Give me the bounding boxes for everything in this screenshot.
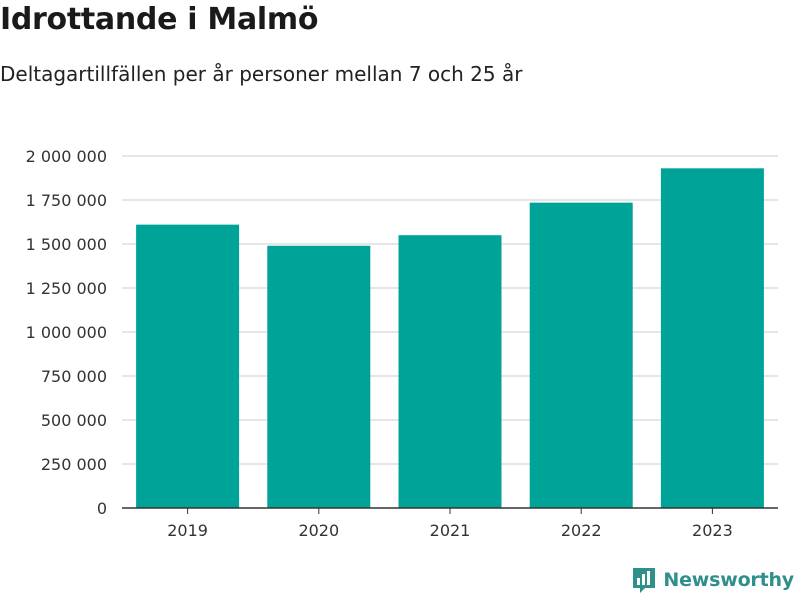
bar-2021 bbox=[398, 235, 502, 508]
chart-title: Idrottande i Malmö bbox=[0, 2, 319, 37]
x-tick-label: 2021 bbox=[430, 521, 471, 540]
y-tick-label: 1 500 000 bbox=[26, 235, 107, 254]
x-axis: 2019 2020 2021 2022 2023 bbox=[122, 507, 778, 540]
brand-logo: Newsworthy bbox=[631, 566, 794, 594]
y-tick-label: 750 000 bbox=[41, 367, 107, 386]
chart-logo-icon bbox=[633, 568, 656, 593]
y-axis: 0 250 000 500 000 750 000 1 000 000 1 250 000… bbox=[26, 147, 107, 518]
bar-2019 bbox=[136, 224, 240, 508]
y-tick-label: 1 750 000 bbox=[26, 191, 107, 210]
x-tick-label: 2019 bbox=[167, 521, 208, 540]
bars bbox=[136, 168, 764, 508]
bar-2020 bbox=[267, 245, 371, 508]
y-tick-label: 250 000 bbox=[41, 455, 107, 474]
x-tick-label: 2023 bbox=[692, 521, 733, 540]
y-tick-label: 0 bbox=[97, 499, 107, 518]
x-tick-label: 2020 bbox=[298, 521, 339, 540]
chart-subtitle: Deltagartillfällen per år personer mella… bbox=[0, 62, 523, 86]
y-tick-label: 2 000 000 bbox=[26, 147, 107, 166]
x-tick-label: 2022 bbox=[561, 521, 602, 540]
bar-2023 bbox=[660, 168, 764, 508]
bar-2022 bbox=[529, 202, 633, 508]
y-tick-label: 1 000 000 bbox=[26, 323, 107, 342]
y-tick-label: 500 000 bbox=[41, 411, 107, 430]
brand-name: Newsworthy bbox=[663, 569, 794, 591]
y-tick-label: 1 250 000 bbox=[26, 279, 107, 298]
